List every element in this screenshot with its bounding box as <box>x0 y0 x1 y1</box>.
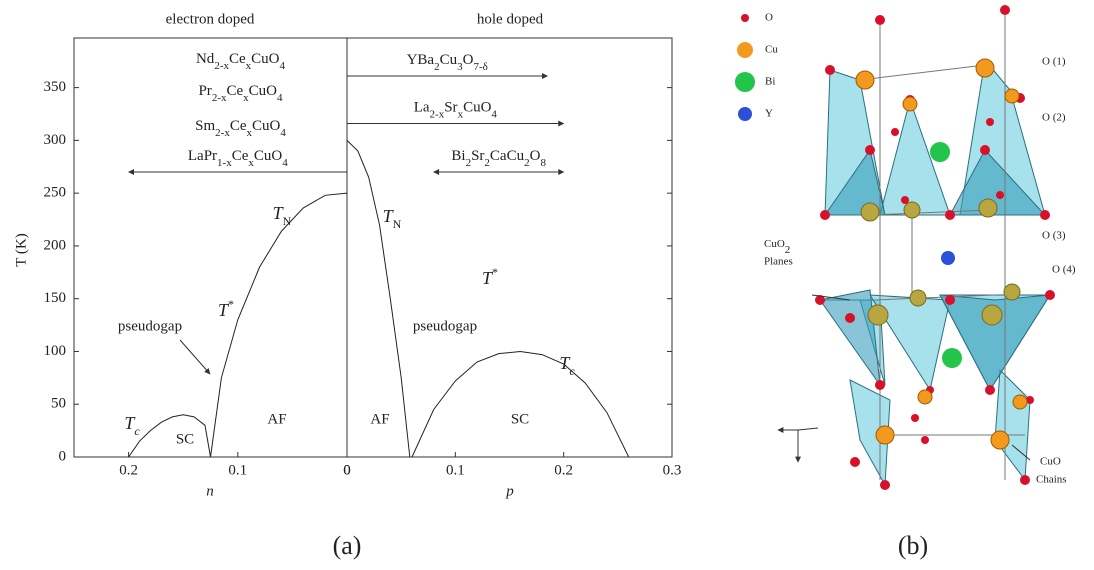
x-tick-label: 0.2 <box>554 462 573 478</box>
header: electron doped <box>166 11 255 27</box>
x-tick-label: 0.1 <box>228 462 247 478</box>
site-label: O (2) <box>1042 112 1066 124</box>
plot-frame <box>73 37 673 458</box>
legend-label: Y <box>765 108 773 120</box>
material-label: YBa2Cu3O7-δ <box>407 52 488 72</box>
y-tick-label: 50 <box>51 396 66 412</box>
x-axis-label: p <box>505 483 514 499</box>
crystal-structure <box>777 5 1055 490</box>
region-label: SC <box>176 431 194 447</box>
legend-label: O <box>765 12 773 24</box>
legend-swatch <box>737 42 753 58</box>
y-axis-label: T (K) <box>13 233 29 266</box>
region-label: pseudogap <box>118 318 182 334</box>
y-tick-label: 300 <box>44 132 67 148</box>
material-label: LaPr1-xCexCuO4 <box>188 148 288 168</box>
material-label: La2-xSrxCuO4 <box>414 100 498 120</box>
planes-label: Planes <box>764 256 793 268</box>
region-label: pseudogap <box>413 318 477 334</box>
x-tick-label: 0.2 <box>119 462 138 478</box>
site-label: O (4) <box>1052 264 1076 276</box>
y-tick-label: 0 <box>59 448 67 464</box>
legend-label: Cu <box>765 44 778 56</box>
curve-label: TN <box>273 203 292 228</box>
legend-label: Bi <box>765 76 775 88</box>
curve-label: TN <box>383 206 402 231</box>
panel-label: (b) <box>898 531 928 560</box>
legend-swatch <box>738 107 752 121</box>
curve-label: Tc <box>559 353 575 378</box>
chains-label: Chains <box>1036 474 1067 486</box>
curve <box>411 350 630 458</box>
site-label: O (1) <box>1042 56 1066 68</box>
legend-swatch <box>735 72 755 92</box>
y-tick-label: 100 <box>44 343 67 359</box>
material-label: Pr2-xCexCuO4 <box>198 83 283 103</box>
site-label: O (3) <box>1042 230 1066 242</box>
legend-swatch <box>741 14 749 22</box>
x-tick-label: 0 <box>343 462 351 478</box>
region-label: SC <box>511 411 529 427</box>
curve <box>210 192 348 458</box>
x-tick-label: 0.1 <box>446 462 465 478</box>
planes-label: CuO2 <box>764 238 790 256</box>
y-tick-label: 200 <box>44 237 67 253</box>
curve-label: Tc <box>124 413 140 438</box>
chains-label: CuO <box>1040 456 1061 468</box>
material-label: Sm2-xCexCuO4 <box>195 118 286 138</box>
pointer-arrow <box>179 339 211 375</box>
region-label: AF <box>370 411 389 427</box>
y-tick-label: 150 <box>44 290 67 306</box>
x-tick-label: 0.3 <box>663 462 682 478</box>
panel-label: (a) <box>333 531 362 560</box>
header: hole doped <box>477 11 544 27</box>
curve-label: T* <box>218 297 234 320</box>
material-label: Bi2Sr2CaCu2O8 <box>451 148 546 168</box>
curve <box>346 140 411 458</box>
y-tick-label: 350 <box>44 79 67 95</box>
curve <box>128 414 211 458</box>
curve-label: T* <box>482 265 498 288</box>
y-tick-label: 250 <box>44 185 67 201</box>
x-tick-label: 0 <box>343 462 351 478</box>
material-label: Nd2-xCexCuO4 <box>196 51 286 71</box>
x-axis-label: n <box>206 483 214 499</box>
region-label: AF <box>267 411 286 427</box>
